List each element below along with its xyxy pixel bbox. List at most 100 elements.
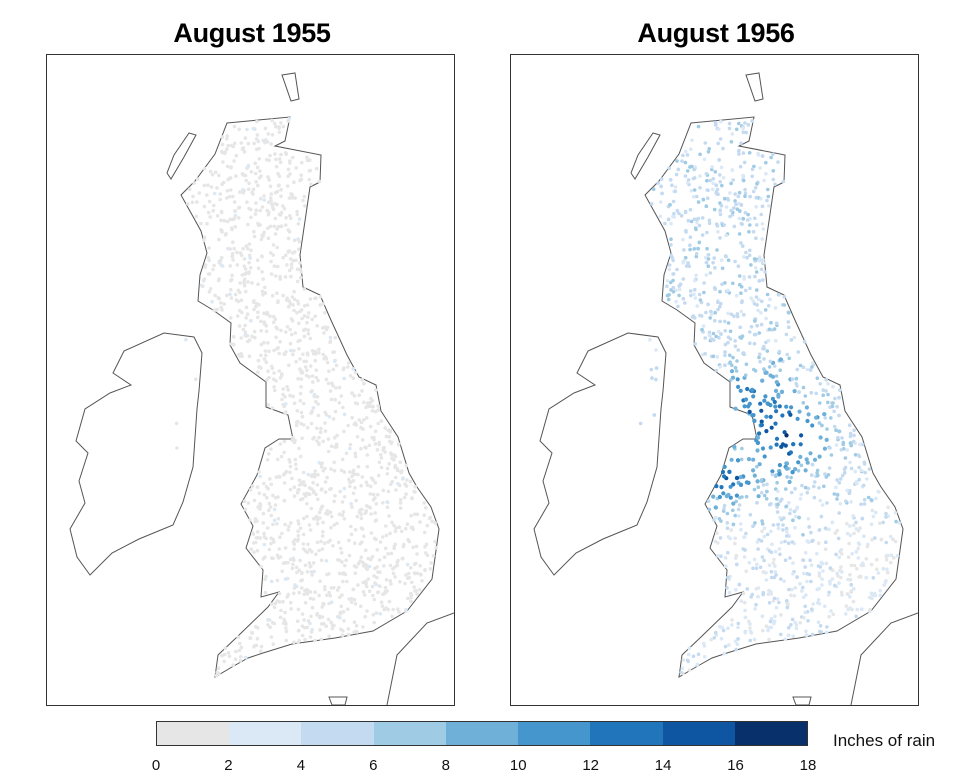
station-dot xyxy=(425,523,430,528)
station-dot xyxy=(397,525,402,529)
station-dot xyxy=(216,278,221,283)
station-dot xyxy=(291,540,296,544)
station-dot xyxy=(776,489,780,494)
station-dot xyxy=(824,475,829,479)
station-dot xyxy=(732,206,736,210)
station-dot xyxy=(359,483,364,488)
station-dot xyxy=(433,539,437,544)
station-dot xyxy=(693,296,698,300)
station-dot xyxy=(718,365,723,369)
station-dot xyxy=(817,486,821,490)
station-dot xyxy=(761,592,765,597)
station-dot xyxy=(320,504,325,509)
station-dot xyxy=(392,523,396,528)
station-dot xyxy=(381,448,386,452)
station-dot xyxy=(232,200,237,204)
station-dot xyxy=(220,230,224,234)
station-dot xyxy=(747,619,751,624)
station-dot xyxy=(252,541,256,545)
station-dot xyxy=(270,118,274,123)
station-dot xyxy=(292,440,297,445)
station-dot xyxy=(714,368,719,373)
station-dot xyxy=(332,499,337,504)
station-dot xyxy=(403,526,408,531)
station-dot xyxy=(289,216,293,221)
station-dot xyxy=(269,272,274,276)
station-dot xyxy=(324,624,329,628)
station-dot xyxy=(829,609,833,613)
station-dot xyxy=(374,611,379,615)
station-dot xyxy=(300,370,305,375)
station-dot xyxy=(292,250,297,254)
station-dot xyxy=(419,573,423,577)
station-dot xyxy=(282,439,287,444)
station-dot xyxy=(853,469,858,474)
station-dot xyxy=(367,443,372,448)
station-dot xyxy=(295,267,300,272)
station-dot xyxy=(817,421,822,425)
station-dot xyxy=(317,460,322,465)
station-dot xyxy=(855,481,859,486)
station-dot xyxy=(278,213,283,217)
station-dot xyxy=(221,180,226,185)
station-dot xyxy=(258,208,262,213)
station-dot xyxy=(759,212,763,217)
station-dot xyxy=(723,319,727,324)
station-dot xyxy=(292,591,296,596)
station-dot xyxy=(793,586,798,590)
station-dot xyxy=(795,507,799,511)
station-dot xyxy=(765,489,769,494)
station-dot xyxy=(728,360,732,365)
station-dot xyxy=(290,566,295,571)
station-dot xyxy=(223,646,228,650)
station-dot xyxy=(774,442,779,447)
station-dot xyxy=(315,483,320,487)
station-dot xyxy=(390,520,394,525)
station-dot xyxy=(713,310,717,315)
station-dot xyxy=(736,194,741,199)
station-dot xyxy=(724,564,728,568)
station-dot xyxy=(816,564,821,568)
station-dot xyxy=(766,194,771,199)
station-dot xyxy=(207,272,212,276)
station-dot xyxy=(781,528,785,532)
station-dot xyxy=(266,369,270,374)
station-dot xyxy=(852,428,856,433)
station-dot xyxy=(301,532,306,537)
station-dot xyxy=(693,226,698,230)
station-dot xyxy=(272,371,276,375)
station-dot xyxy=(255,548,260,553)
station-dot xyxy=(231,258,235,262)
station-dot xyxy=(723,556,728,560)
station-dot xyxy=(748,622,752,626)
station-dot xyxy=(434,546,439,550)
station-dot xyxy=(713,515,718,520)
station-dot xyxy=(752,418,757,423)
station-dot xyxy=(756,151,760,156)
station-dot xyxy=(368,424,373,429)
station-dot xyxy=(762,558,766,563)
station-dot xyxy=(787,356,791,361)
station-dot xyxy=(300,160,304,165)
station-dot xyxy=(368,492,373,496)
station-dot xyxy=(881,520,885,525)
station-dot xyxy=(740,446,744,451)
station-dot xyxy=(790,587,794,592)
station-dot xyxy=(306,542,310,547)
station-dot xyxy=(805,579,809,584)
station-dot xyxy=(839,590,844,595)
station-dot xyxy=(760,522,765,526)
station-dot xyxy=(744,494,749,499)
station-dot xyxy=(767,204,771,208)
station-dot xyxy=(708,316,712,320)
station-dot xyxy=(333,335,338,340)
station-dot xyxy=(249,318,253,323)
station-dot xyxy=(376,421,381,426)
station-dot xyxy=(430,519,434,524)
station-dot xyxy=(738,164,743,169)
station-dot xyxy=(332,469,337,473)
station-dot xyxy=(722,196,727,201)
station-dot xyxy=(793,525,797,530)
station-dot xyxy=(876,571,881,575)
station-dot xyxy=(373,429,378,434)
